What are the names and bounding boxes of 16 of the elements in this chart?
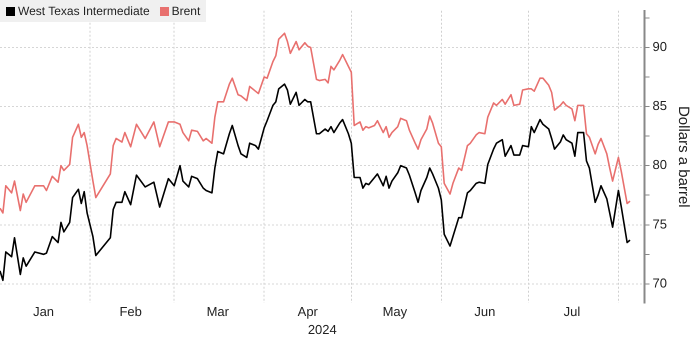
- x-axis-title: 2024: [308, 322, 337, 337]
- y-tick-label: 90: [652, 39, 668, 54]
- legend-label: West Texas Intermediate: [18, 4, 150, 18]
- y-tick-label: 75: [652, 216, 668, 232]
- x-tick-label: May: [382, 304, 408, 320]
- x-tick-label: Jul: [564, 304, 580, 320]
- y-axis-title: Dollars a barrel: [674, 106, 692, 208]
- y-tick-label: 70: [652, 275, 668, 290]
- x-tick-label: Feb: [119, 304, 142, 320]
- x-tick-label: Mar: [206, 304, 230, 320]
- y-tick-label: 80: [652, 157, 668, 172]
- x-tick-label: Jun: [474, 304, 496, 320]
- y-tick-label: 85: [652, 98, 668, 114]
- x-tick-label: Apr: [298, 304, 319, 320]
- legend-label: Brent: [172, 4, 200, 18]
- x-tick-label: Jan: [33, 304, 54, 320]
